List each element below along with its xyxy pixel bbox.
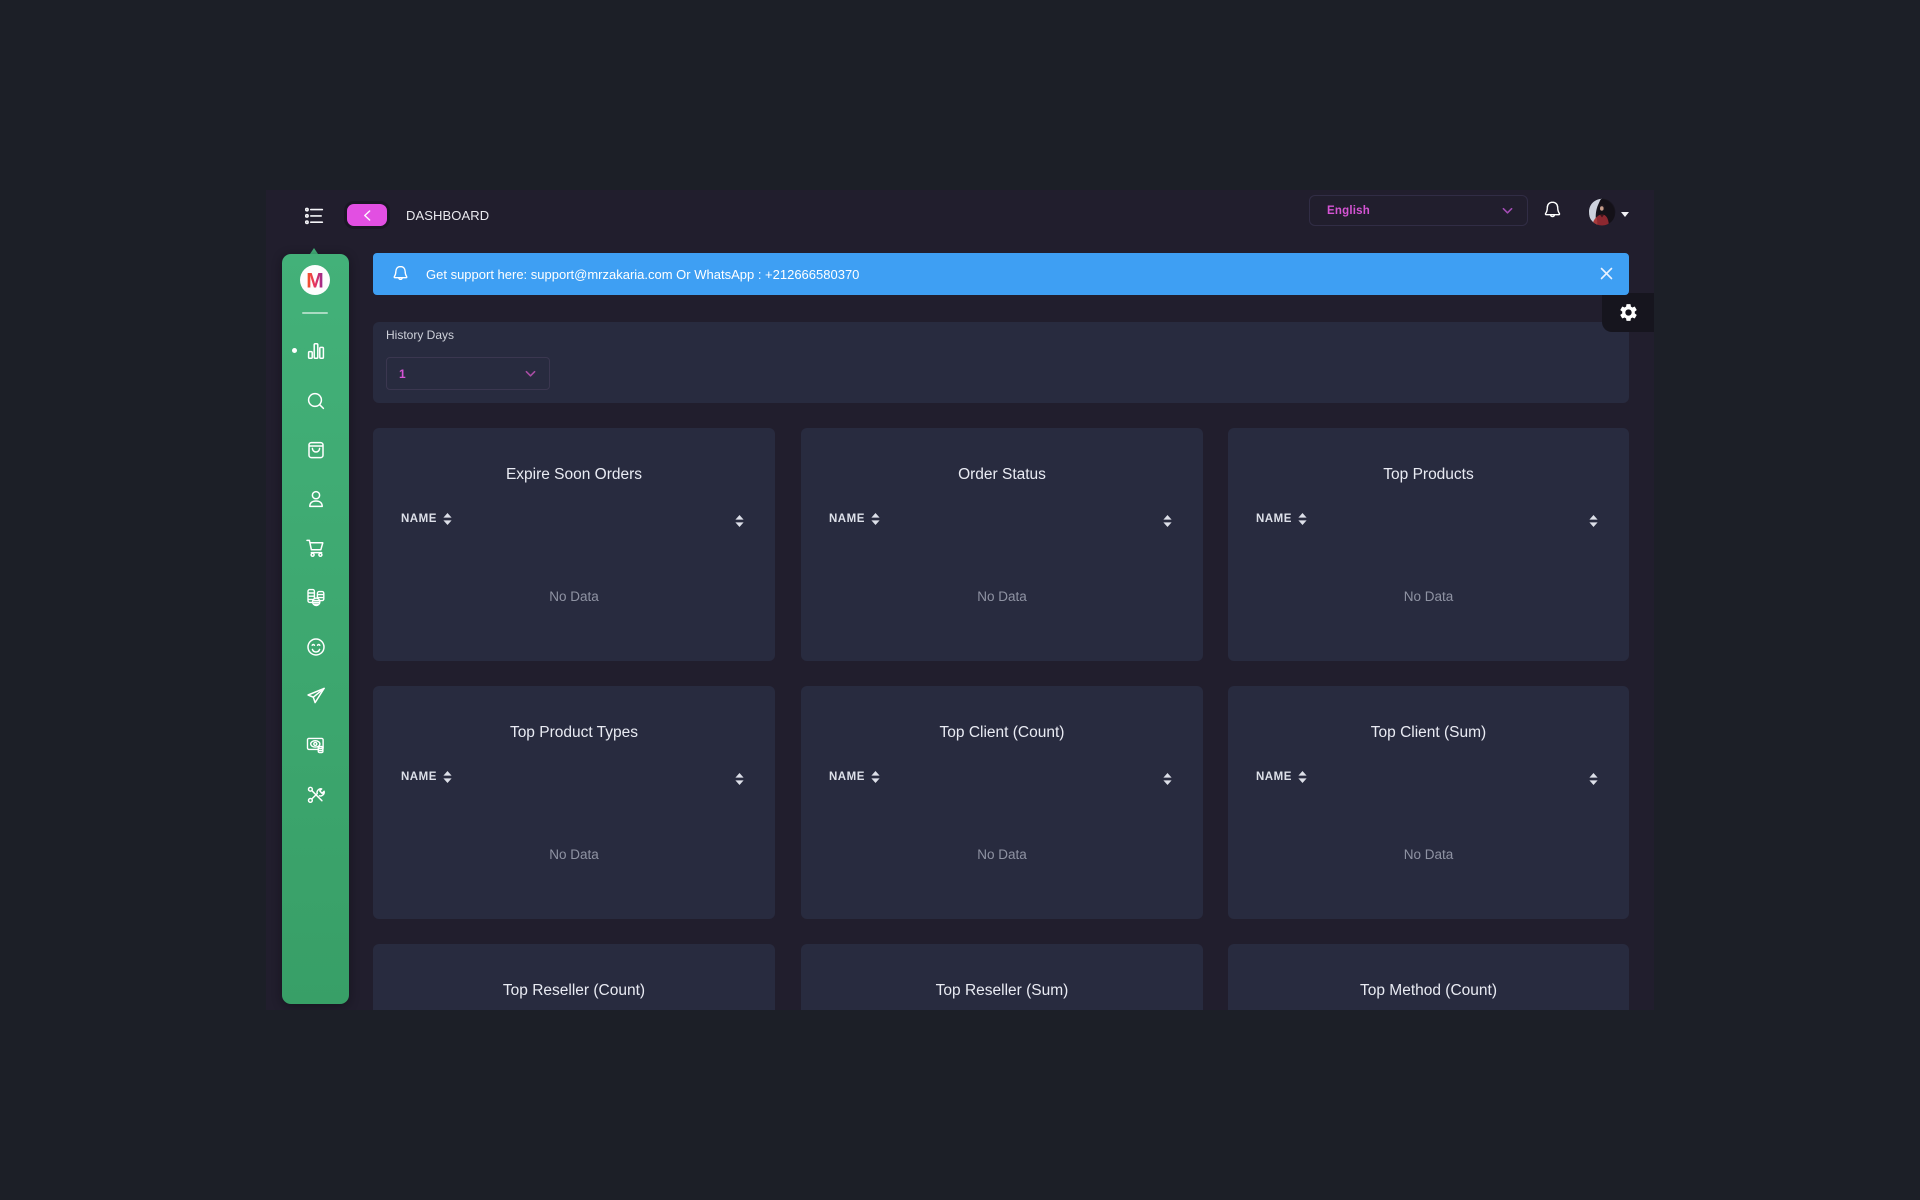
svg-text:M: M xyxy=(306,270,324,290)
